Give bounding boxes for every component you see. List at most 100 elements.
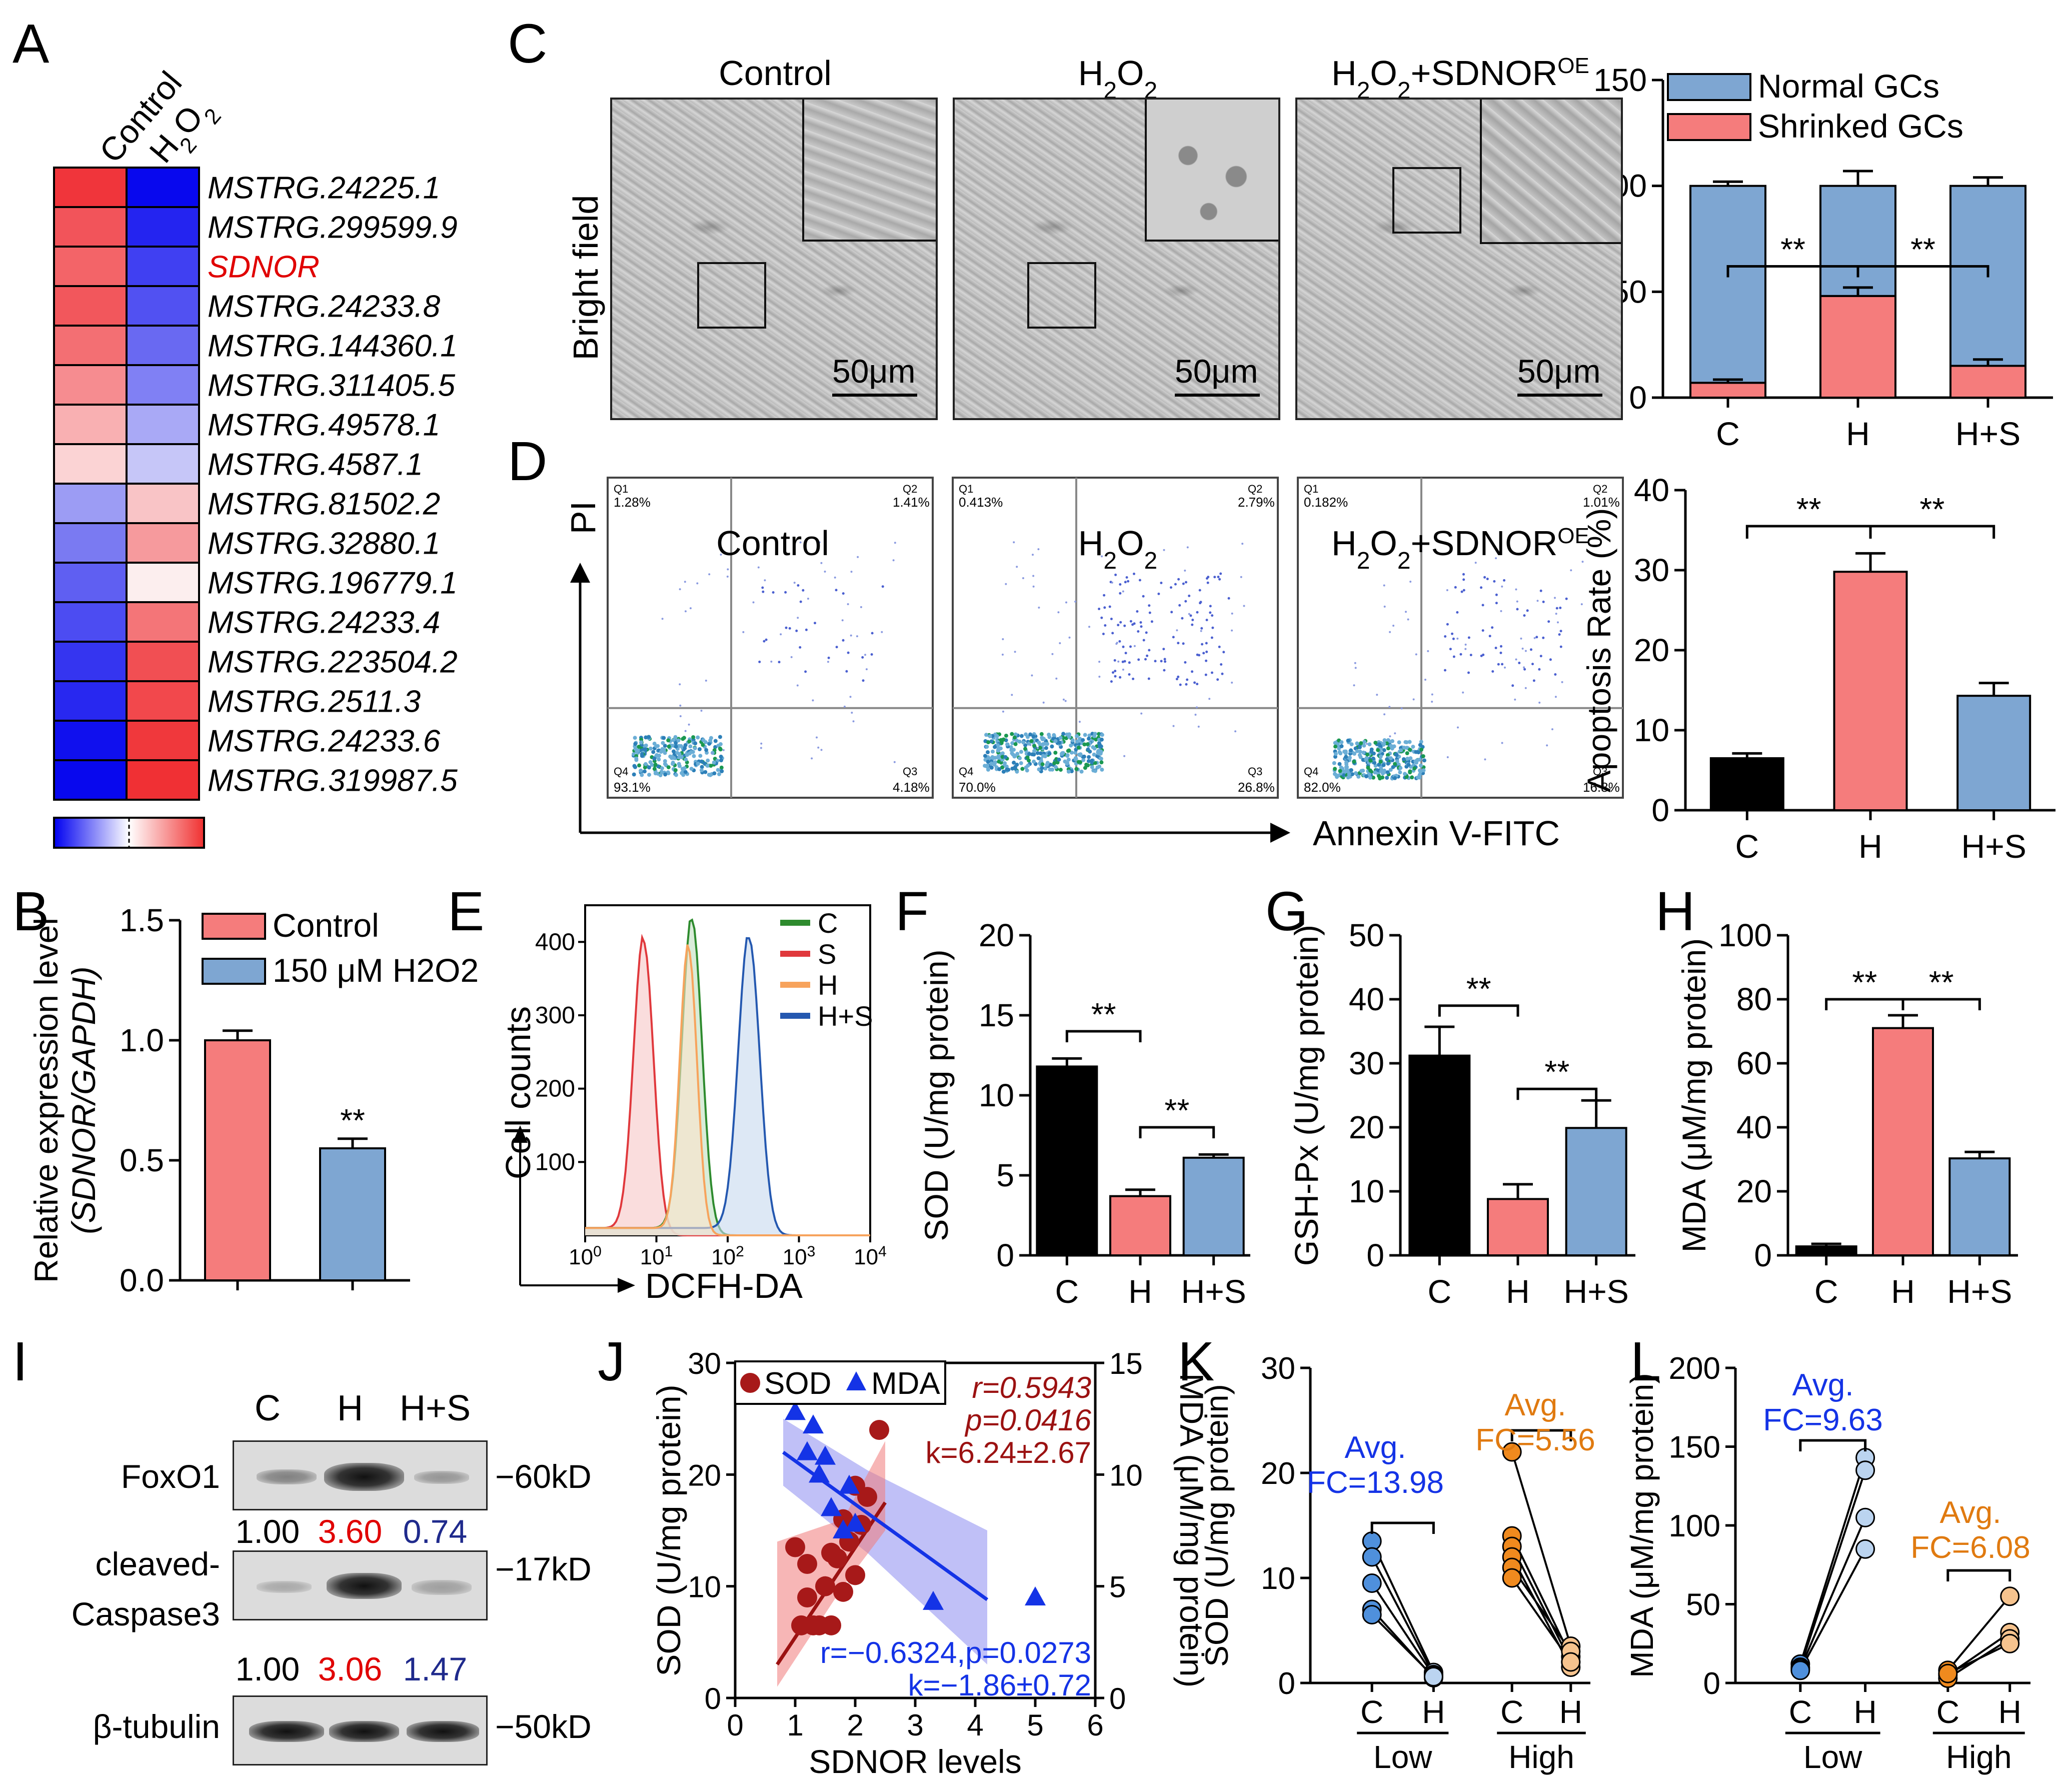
y-tick-label: 400 bbox=[535, 929, 575, 955]
flow-event bbox=[1030, 752, 1035, 757]
wb-size-60: −60kD bbox=[495, 1458, 592, 1495]
significance-label: ** bbox=[340, 1102, 365, 1138]
flow-q3-value: 16.8% bbox=[1583, 780, 1620, 795]
flow-event bbox=[1379, 765, 1383, 770]
flow-event bbox=[716, 768, 720, 772]
flow-event bbox=[1010, 732, 1014, 736]
y-axis-label: Apoptosis Rate (%) bbox=[1580, 508, 1617, 793]
bf-image-h2o2-sdnor: 50μm bbox=[1295, 98, 1623, 420]
flow-event bbox=[1064, 700, 1067, 702]
flow-event bbox=[1177, 578, 1180, 581]
flow-event bbox=[1078, 721, 1081, 723]
flow-event bbox=[1148, 604, 1151, 607]
wb-label-cleaved: cleaved- bbox=[96, 1545, 220, 1582]
y-tick-label: 20 bbox=[1634, 632, 1669, 668]
y-tick-label: 30 bbox=[1634, 552, 1669, 588]
y-tick-label: 0.5 bbox=[120, 1142, 164, 1178]
flow-event bbox=[1093, 769, 1097, 773]
flow-event bbox=[713, 739, 718, 743]
flow-event bbox=[1424, 679, 1426, 681]
flow-event bbox=[652, 741, 657, 746]
flow-event bbox=[1210, 636, 1213, 639]
flow-event bbox=[1406, 763, 1411, 767]
flow-event bbox=[1181, 617, 1184, 620]
flow-event bbox=[1145, 631, 1148, 634]
flow-event bbox=[667, 744, 671, 749]
flow-event bbox=[1354, 771, 1358, 775]
x-tick-label: C bbox=[1716, 415, 1740, 452]
flow-event bbox=[1029, 739, 1034, 743]
flow-event bbox=[1013, 742, 1018, 746]
flow-event bbox=[1044, 746, 1048, 750]
flow-event bbox=[1027, 752, 1031, 756]
flow-event bbox=[1186, 546, 1189, 549]
flow-event bbox=[696, 735, 700, 740]
flow-event bbox=[1459, 653, 1462, 656]
flow-event bbox=[1361, 750, 1366, 755]
flow-event bbox=[784, 591, 787, 594]
flow-event bbox=[726, 575, 729, 578]
legend-label-control: Control bbox=[273, 907, 379, 944]
flow-event bbox=[1347, 772, 1351, 776]
flow-event bbox=[632, 772, 636, 777]
flow-event bbox=[1333, 741, 1337, 745]
flow-event bbox=[1469, 654, 1472, 657]
flow-event bbox=[1032, 743, 1036, 748]
flow-event bbox=[661, 618, 664, 620]
flow-event bbox=[1019, 734, 1024, 738]
flow-event bbox=[820, 562, 823, 564]
legend-swatch-h2o2 bbox=[202, 958, 266, 985]
flow-event bbox=[990, 749, 995, 754]
group-label-high: High bbox=[1946, 1739, 2012, 1775]
flow-event bbox=[1359, 769, 1364, 773]
fc-avg-low: Avg. bbox=[1792, 1368, 1854, 1402]
flow-event bbox=[684, 610, 687, 613]
flow-event bbox=[1218, 645, 1221, 648]
flow-event bbox=[849, 696, 852, 698]
flow-event bbox=[870, 653, 873, 656]
flow-event bbox=[1415, 653, 1417, 656]
flow-event bbox=[1111, 632, 1114, 635]
flow-event bbox=[1037, 747, 1039, 749]
flow-event bbox=[862, 679, 865, 682]
flow-event bbox=[1501, 585, 1503, 588]
flow-event bbox=[893, 761, 896, 763]
flow-event bbox=[713, 745, 718, 749]
flow-event bbox=[1414, 750, 1418, 754]
flow-event bbox=[1467, 671, 1470, 674]
flow-event bbox=[780, 633, 782, 636]
chart-d: 0 10 20 30 40 Apoptosis Rate (%) C H H+S ** ** bbox=[1580, 472, 2055, 865]
panel-label-d: D bbox=[508, 431, 547, 492]
flow-event bbox=[1526, 609, 1529, 612]
flow-event bbox=[1407, 618, 1409, 621]
flow-event bbox=[1491, 626, 1494, 629]
flow-event bbox=[1142, 595, 1145, 598]
flow-event bbox=[1100, 767, 1104, 772]
flow-event bbox=[633, 765, 637, 769]
flow-event bbox=[1388, 768, 1393, 772]
flow-event bbox=[687, 739, 692, 744]
bf-ylabel: Bright field bbox=[566, 195, 605, 361]
hist-legend-label: H bbox=[818, 969, 838, 1001]
wb-band bbox=[327, 1573, 402, 1599]
flow-event bbox=[701, 743, 705, 747]
flow-event bbox=[1421, 754, 1425, 758]
flow-event bbox=[651, 750, 656, 754]
bar bbox=[319, 1147, 386, 1281]
flow-event bbox=[1464, 643, 1467, 646]
flow-event bbox=[1185, 581, 1187, 584]
flow-event bbox=[1408, 748, 1412, 752]
flow-event bbox=[1462, 578, 1465, 581]
flow-event bbox=[1125, 576, 1128, 579]
flow-event bbox=[988, 734, 992, 738]
heatmap: MSTRG.24225.1 MSTRG.299599.9 SDNOR MSTRG.24… bbox=[53, 167, 458, 801]
scatter-legend-box bbox=[734, 1360, 946, 1405]
text-part: 2 bbox=[1397, 548, 1411, 574]
flow-event bbox=[644, 762, 648, 766]
x-tick-label: H bbox=[1128, 1273, 1152, 1310]
heatmap-gene-label: MSTRG.2511.3 bbox=[208, 685, 421, 719]
sod-point bbox=[797, 1554, 817, 1574]
flow-event bbox=[1041, 754, 1045, 758]
flow-event bbox=[1412, 766, 1417, 771]
flow-event bbox=[1148, 611, 1151, 614]
